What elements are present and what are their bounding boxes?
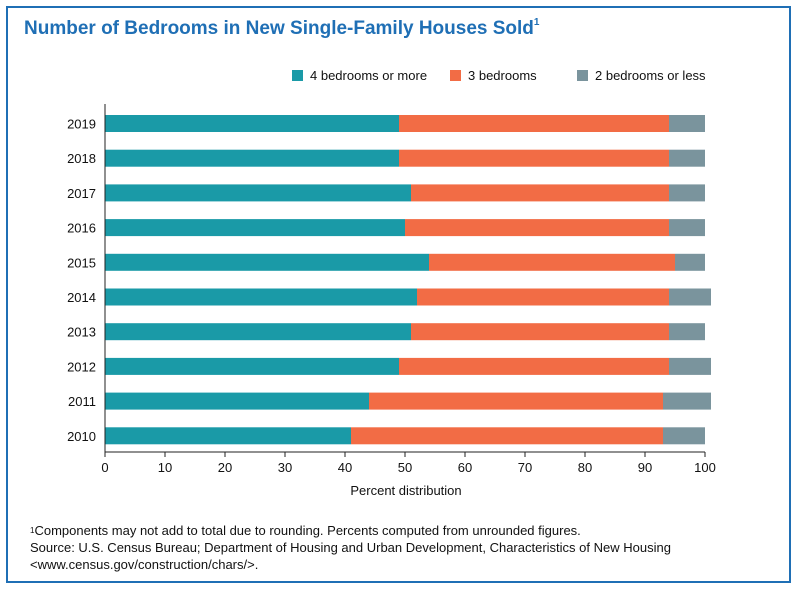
- x-tick-label: 90: [638, 460, 652, 475]
- bar-2016-series-1: [105, 219, 405, 237]
- y-tick-label: 2012: [67, 359, 96, 374]
- bar-2012-series-3: [669, 357, 711, 375]
- legend-swatch-2: [450, 70, 461, 81]
- legend-label-3: 2 bedrooms or less: [595, 68, 706, 83]
- bar-2019-series-3: [669, 115, 705, 132]
- x-tick-label: 20: [218, 460, 232, 475]
- y-tick-label: 2018: [67, 151, 96, 166]
- y-tick-label: 2013: [67, 325, 96, 340]
- chart-title-text: Number of Bedrooms in New Single-Family …: [24, 18, 534, 39]
- y-tick-label: 2017: [67, 186, 96, 201]
- bar-2018-series-2: [399, 149, 669, 167]
- x-tick-label: 100: [694, 460, 716, 475]
- bar-2019-series-1: [105, 115, 399, 132]
- bar-2010-series-2: [351, 427, 663, 445]
- legend: 4 bedrooms or more 3 bedrooms 2 bedrooms o…: [292, 68, 706, 83]
- y-axis: 2019 2018 2017 2016 2015 2014 2013 2012 2011 2010: [67, 104, 106, 452]
- x-axis-label: Percent distribution: [350, 483, 461, 498]
- bar-2017-series-1: [105, 184, 411, 202]
- bar-2018-series-1: [105, 149, 399, 167]
- x-axis: 0 10 20 30 40 50 60 70 80 90 100: [101, 451, 716, 475]
- x-tick-label: 60: [458, 460, 472, 475]
- bar-2019-series-2: [399, 115, 669, 132]
- bar-2014-series-2: [417, 288, 669, 306]
- legend-label-2: 3 bedrooms: [468, 68, 537, 83]
- bar-2011-series-2: [369, 392, 663, 410]
- bar-2018-series-3: [669, 149, 705, 167]
- bar-2012-series-1: [105, 357, 399, 375]
- bar-2015-series-1: [105, 253, 429, 271]
- x-tick-label: 50: [398, 460, 412, 475]
- bar-2013-series-2: [411, 323, 669, 341]
- legend-swatch-1: [292, 70, 303, 81]
- bar-2012-series-2: [399, 357, 669, 375]
- legend-label-1: 4 bedrooms or more: [310, 68, 427, 83]
- x-tick-label: 30: [278, 460, 292, 475]
- x-tick-label: 40: [338, 460, 352, 475]
- footnote-line-1: 1Components may not add to total due to …: [30, 522, 671, 539]
- title-footnote-marker: 1: [533, 17, 540, 28]
- bar-2010-series-3: [663, 427, 705, 445]
- x-tick-label: 70: [518, 460, 532, 475]
- bar-2017-series-3: [669, 184, 705, 202]
- footnote-line-3: <www.census.gov/construction/chars/>.: [30, 557, 259, 572]
- y-tick-label: 2014: [67, 290, 96, 305]
- bar-2016-series-2: [405, 219, 669, 237]
- footnote-marker: 1: [30, 526, 35, 535]
- bar-2011-series-3: [663, 392, 711, 410]
- legend-swatch-3: [577, 70, 588, 81]
- x-tick-label: 10: [158, 460, 172, 475]
- y-tick-label: 2016: [67, 221, 96, 236]
- chart-title: Number of Bedrooms in New Single-Family …: [24, 17, 540, 40]
- y-tick-label: 2010: [67, 429, 96, 444]
- bar-2010-series-1: [105, 427, 351, 445]
- x-tick-label: 0: [101, 460, 108, 475]
- bar-2014-series-3: [669, 288, 711, 306]
- footnote-text: Components may not add to total due to r…: [34, 523, 581, 538]
- x-tick-label: 80: [578, 460, 592, 475]
- footnote-line-2: Source: U.S. Census Bureau; Department o…: [30, 540, 671, 555]
- bar-2014-series-1: [105, 288, 417, 306]
- footnote: 1Components may not add to total due to …: [30, 522, 671, 573]
- y-tick-label: 2015: [67, 255, 96, 270]
- bar-2017-series-2: [411, 184, 669, 202]
- bar-2015-series-3: [675, 253, 705, 271]
- bar-2015-series-2: [429, 253, 675, 271]
- bar-2013-series-1: [105, 323, 411, 341]
- y-tick-label: 2011: [68, 394, 96, 409]
- bar-2013-series-3: [669, 323, 705, 341]
- bar-2016-series-3: [669, 219, 705, 237]
- y-tick-label: 2019: [67, 117, 96, 132]
- bar-2011-series-1: [105, 392, 369, 410]
- bars: [105, 115, 711, 445]
